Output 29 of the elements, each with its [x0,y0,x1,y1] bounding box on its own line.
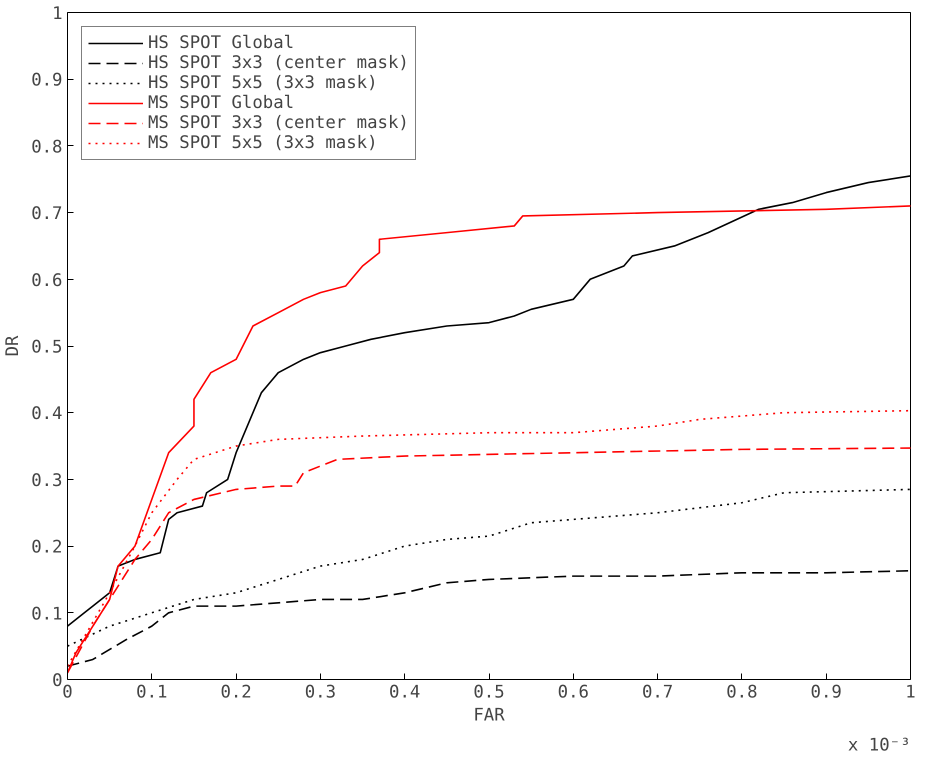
legend-label: HS SPOT Global [148,33,294,53]
legend-label: HS SPOT 5x5 (3x3 mask) [148,73,378,93]
x-tick-label: 0.1 [136,682,168,702]
y-axis-title: DR [3,335,24,356]
legend-label: MS SPOT 3x3 (center mask) [148,113,409,133]
y-tick-label: 0.1 [31,604,63,624]
y-tick-label: 0.6 [31,270,63,291]
x-tick-label: 0.6 [558,682,589,702]
y-tick-label: 0.3 [31,470,63,491]
x-tick-label: 0.9 [810,682,842,702]
y-tick-label: 0.2 [31,538,63,558]
legend-label: MS SPOT 5x5 (3x3 mask) [148,133,378,153]
y-tick-label: 0.4 [31,404,63,424]
y-tick-label: 0.9 [31,70,63,91]
x-tick-label: 0.4 [389,682,420,702]
text: x 10⁻³ [848,736,911,756]
y-tick-label: 0.8 [31,137,63,158]
x-tick-label: 0.3 [304,682,336,702]
y-tick-label: 1 [52,4,63,24]
legend-label: MS SPOT Global [148,93,294,113]
x-tick-label: 0.2 [220,682,252,702]
x-tick-label: 1 [905,682,916,702]
x-tick-label: 0.5 [473,682,505,702]
y-tick-label: 0.7 [31,204,63,224]
x-tick-label: 0.8 [726,682,758,702]
x-tick-label: 0.7 [642,682,674,702]
y-tick-label: 0.5 [31,338,63,358]
legend-label: HS SPOT 3x3 (center mask) [148,53,409,73]
x-axis-title: FAR [473,706,506,726]
